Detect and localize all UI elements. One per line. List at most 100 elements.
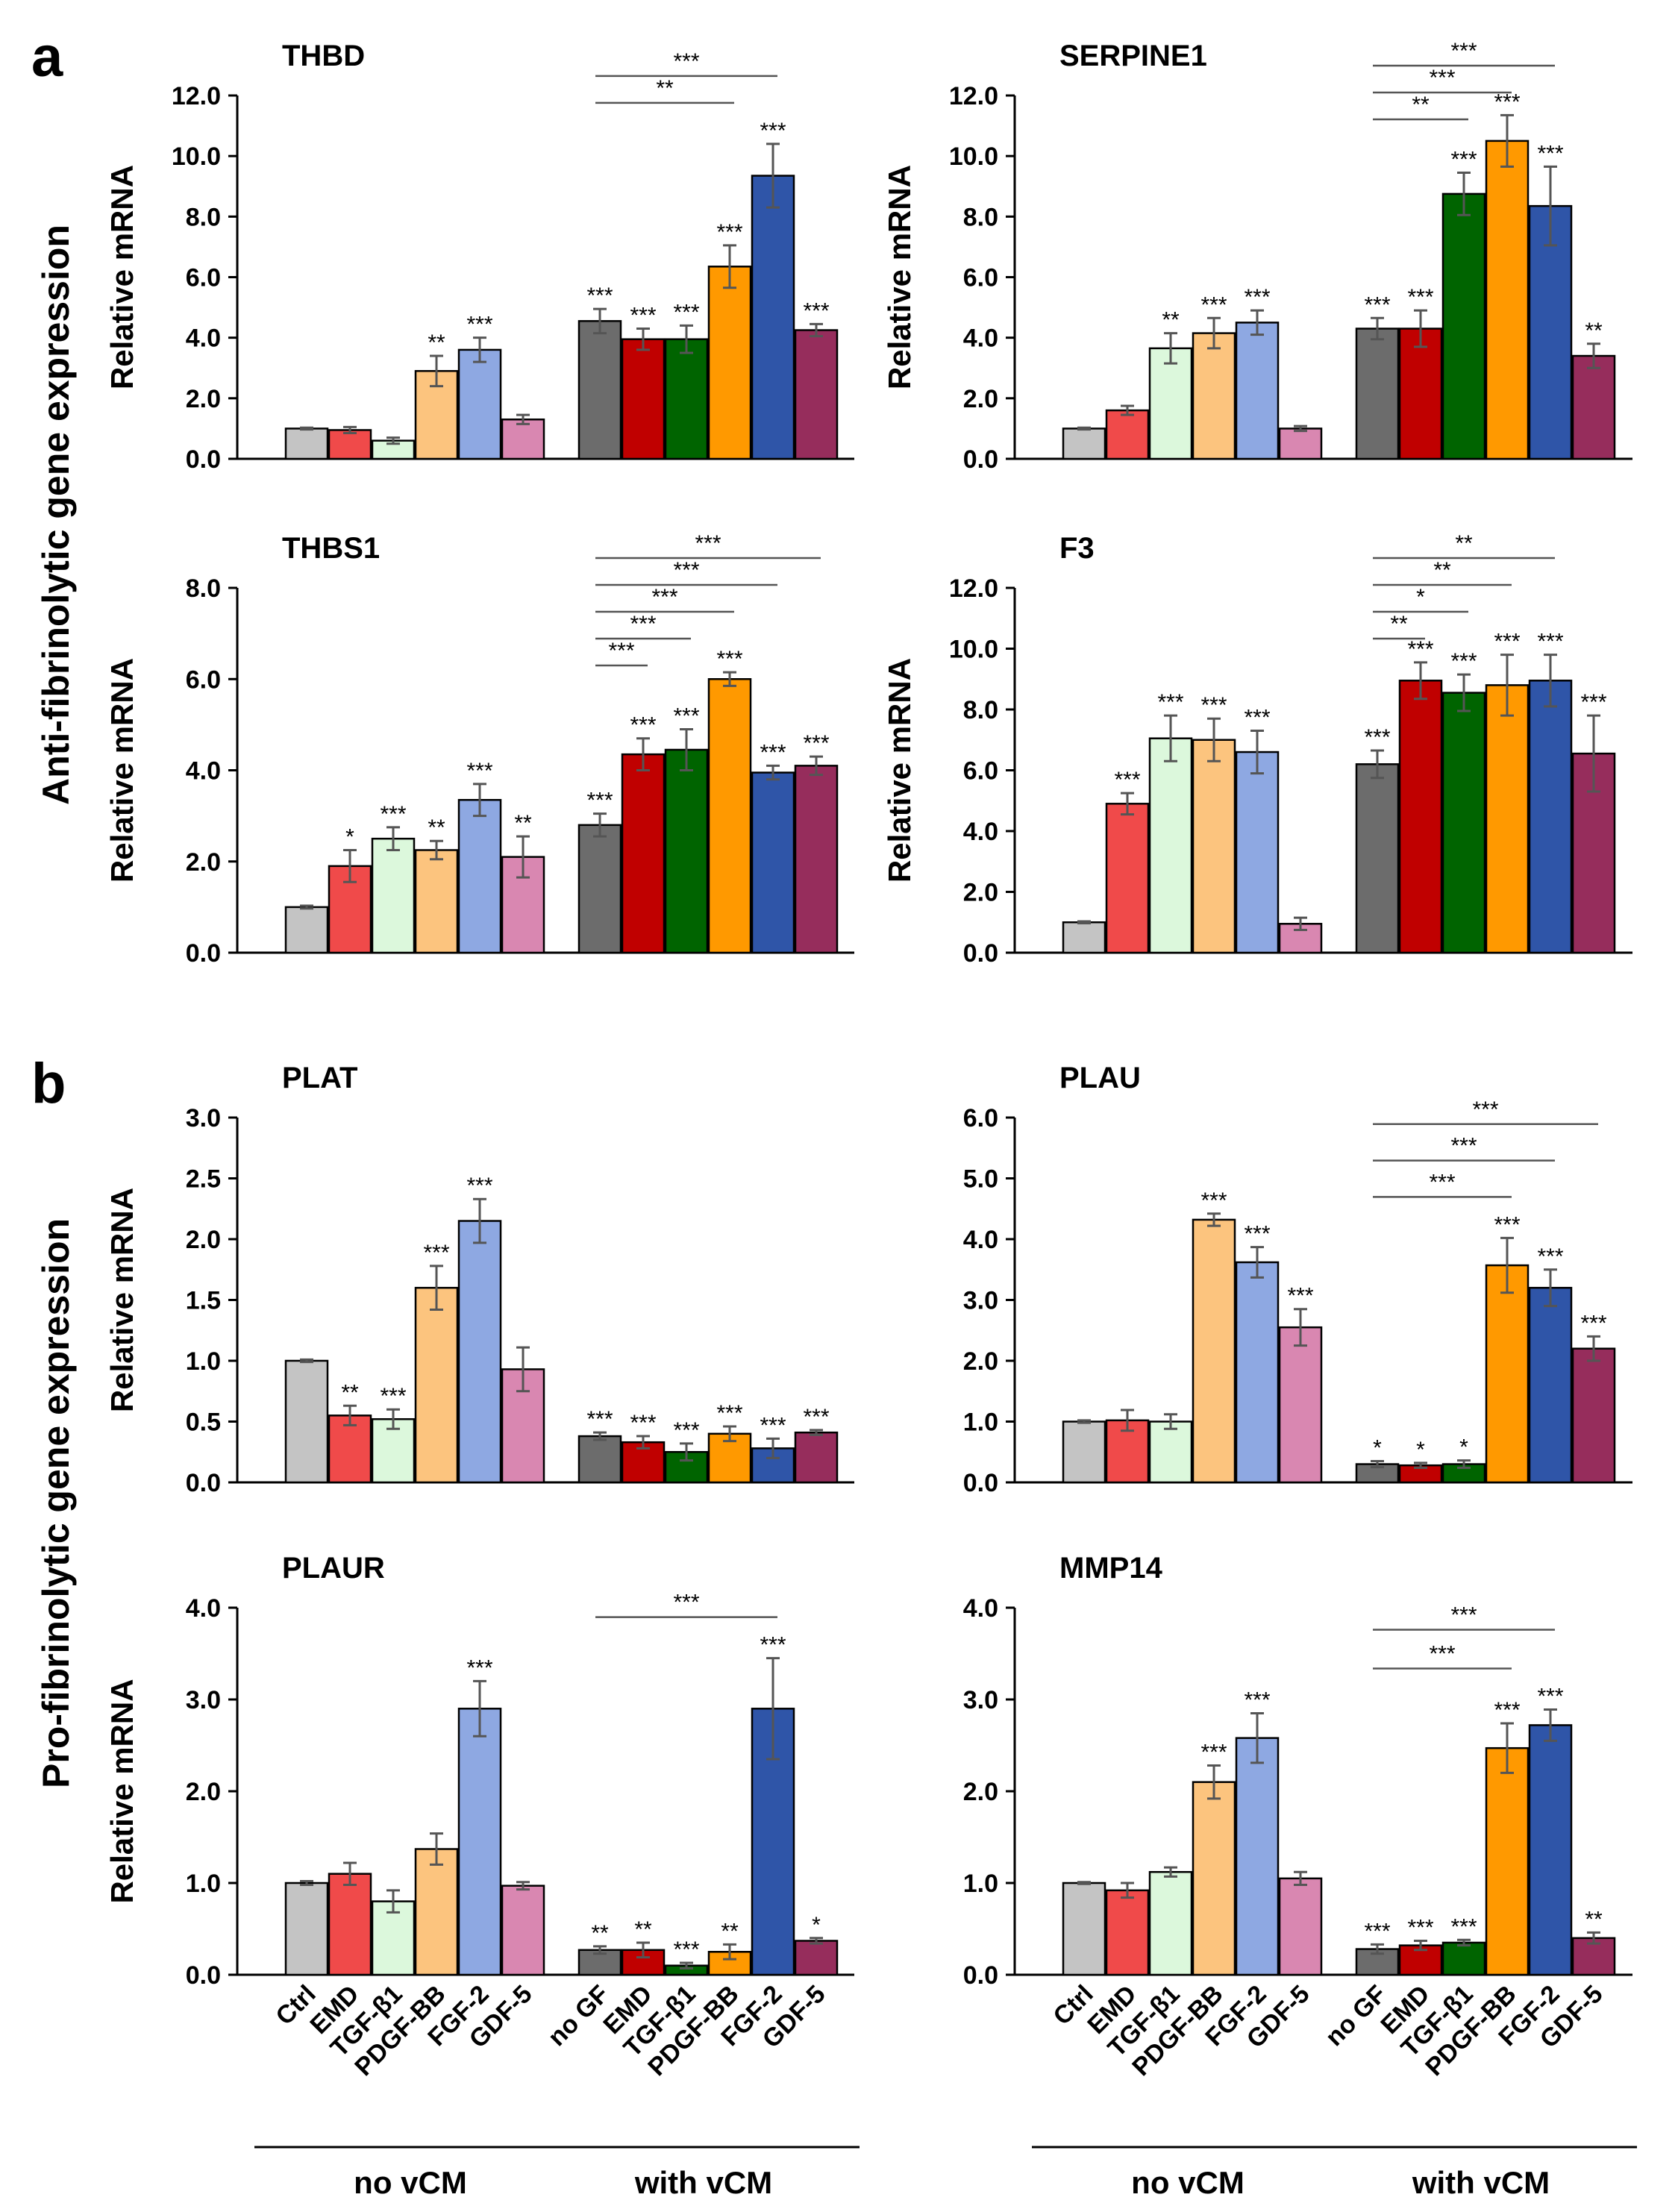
bar-no-vcm-0 [284,906,329,954]
y-tick-label: 2.0 [963,1347,998,1376]
bar-with-vcm-5 [1571,354,1616,460]
y-tick-label: 1.0 [186,1870,221,1898]
bar-no-vcm-3 [414,1286,459,1484]
significance-label: *** [586,283,613,308]
bar-with-vcm-3 [707,678,752,954]
bar-no-vcm-1 [1105,1889,1150,1976]
y-tick-label: 12.0 [172,82,221,110]
y-tick-label: 2.0 [963,1778,998,1806]
y-tick-label: 2.0 [963,879,998,907]
bar-no-vcm-5 [501,856,545,954]
bar-with-vcm-2 [664,338,709,460]
significance-label: *** [1364,1919,1390,1943]
y-tick-label: 0.0 [186,445,221,474]
bar-no-vcm-0 [284,1359,329,1484]
chart-title: SERPINE1 [1059,40,1207,72]
significance-label: ** [428,815,445,840]
y-tick-label: 0.0 [186,939,221,968]
chart-serpine1: SERPINE1 Relative mRNA 0.0 2.0 4.0 6.0 8.0 10.0… [882,39,1632,474]
bar-no-vcm-0 [1062,921,1106,954]
bar-with-vcm-1 [621,753,666,954]
bar-with-vcm-5 [794,1940,839,1976]
bar-with-vcm-3 [707,1432,752,1484]
comparison-label: *** [1450,1603,1477,1628]
y-tick-label: 1.0 [963,1870,998,1898]
y-tick-label: 10.0 [172,142,221,171]
comparison-label: ** [1412,93,1430,117]
y-tick-label: 4.0 [963,818,998,846]
significance-label: *** [1537,141,1563,166]
y-tick-label: 12.0 [949,574,998,603]
significance-label: *** [1407,1915,1433,1940]
comparison-label: * [1416,585,1425,610]
chart-title: F3 [1059,532,1095,565]
y-tick-label: 2.5 [186,1165,221,1194]
bar-no-vcm-4 [457,348,502,460]
significance-label: *** [716,1401,742,1426]
significance-label: *** [1537,1685,1563,1709]
group-label: with vCM [634,2165,772,2200]
panel-label-b: b [31,1052,66,1115]
significance-label: *** [466,1174,492,1198]
significance-label: *** [673,704,699,728]
bar-no-vcm-1 [328,1873,372,1976]
significance-label: *** [1450,1914,1477,1939]
bar-with-vcm-0 [1355,763,1400,954]
y-tick-label: 8.0 [186,203,221,231]
significance-label: *** [1537,1244,1563,1269]
significance-label: *** [716,220,742,245]
bar-with-vcm-5 [794,329,839,460]
bar-no-vcm-0 [1062,1882,1106,1976]
significance-label: *** [380,1384,406,1409]
significance-label: *** [1244,285,1270,310]
y-tick-label: 6.0 [963,264,998,292]
y-tick-label: 1.0 [963,1409,998,1437]
chart-thbd: THBD Relative mRNA 0.0 2.0 4.0 6.0 8.0 10.0 12.0… [104,40,854,474]
bar-no-vcm-3 [1192,739,1236,954]
bar-with-vcm-4 [1528,204,1573,460]
significance-label: *** [1407,285,1433,310]
bar-no-vcm-3 [1192,332,1236,460]
bar-no-vcm-0 [284,427,329,460]
significance-label: * [1416,1438,1425,1462]
y-tick-label: 2.0 [186,848,221,877]
bar-no-vcm-0 [1062,1420,1106,1484]
significance-label: *** [630,303,656,328]
bar-no-vcm-5 [501,418,545,460]
bar-no-vcm-5 [1278,1326,1323,1484]
bar-no-vcm-0 [284,1882,329,1976]
y-tick-label: 0.5 [186,1409,221,1437]
significance-label: *** [803,731,829,756]
significance-label: *** [466,759,492,783]
y-axis-label: Relative mRNA [882,165,917,389]
y-tick-label: 2.0 [186,1226,221,1254]
y-axis-label: Relative mRNA [104,658,140,883]
significance-label: *** [760,1413,786,1438]
significance-label: *** [586,1407,613,1432]
significance-label: *** [1494,630,1520,654]
comparison-label: *** [651,585,677,610]
y-tick-label: 3.0 [963,1686,998,1714]
significance-label: *** [380,802,406,827]
significance-label: *** [1114,768,1140,792]
significance-label: *** [1157,690,1183,715]
significance-label: ** [591,1921,609,1946]
chart-plat: PLAT Relative mRNA 0.0 0.5 1.0 1.5 2.0 2.5 3.0 **… [104,1062,854,1497]
bar-no-vcm-1 [328,1414,372,1484]
significance-label: *** [423,1241,449,1265]
bar-with-vcm-2 [1441,692,1486,954]
significance-label: *** [760,740,786,765]
bar-no-vcm-4 [1235,751,1280,954]
significance-label: * [1373,1435,1382,1460]
significance-label: ** [721,1919,739,1943]
significance-label: *** [466,1655,492,1680]
bar-no-vcm-3 [414,1848,459,1976]
y-tick-label: 0.0 [186,1961,221,1990]
bar-with-vcm-3 [707,266,752,460]
y-tick-label: 6.0 [186,264,221,292]
y-tick-label: 3.0 [963,1287,998,1315]
comparison-label: *** [695,531,721,556]
chart-title: PLAUR [282,1552,385,1585]
